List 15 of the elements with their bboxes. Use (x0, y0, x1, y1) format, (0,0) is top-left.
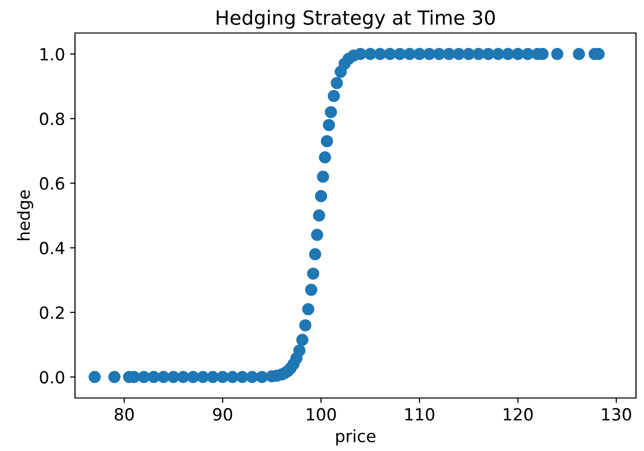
x-tick-label: 100 (306, 408, 336, 421)
x-tick-label: 130 (602, 408, 632, 421)
x-axis-title: price (336, 429, 376, 446)
y-tick-label: 0.0 (40, 370, 64, 384)
y-tick-label: 0.6 (40, 177, 64, 190)
x-tick-label: 80 (114, 408, 134, 421)
x-tick-label: 110 (405, 408, 434, 421)
y-tick-label: 0.2 (40, 306, 64, 319)
y-tick-label: 0.4 (40, 242, 64, 254)
y-axis-title: hedge (17, 190, 34, 240)
x-tick-label: 90 (213, 408, 232, 421)
x-tick-label: 120 (504, 408, 533, 421)
y-tick-label: 1.0 (40, 48, 64, 61)
y-tick-label: 0.8 (40, 112, 64, 126)
chart-title: Hedging Strategy at Time 30 (216, 10, 495, 29)
